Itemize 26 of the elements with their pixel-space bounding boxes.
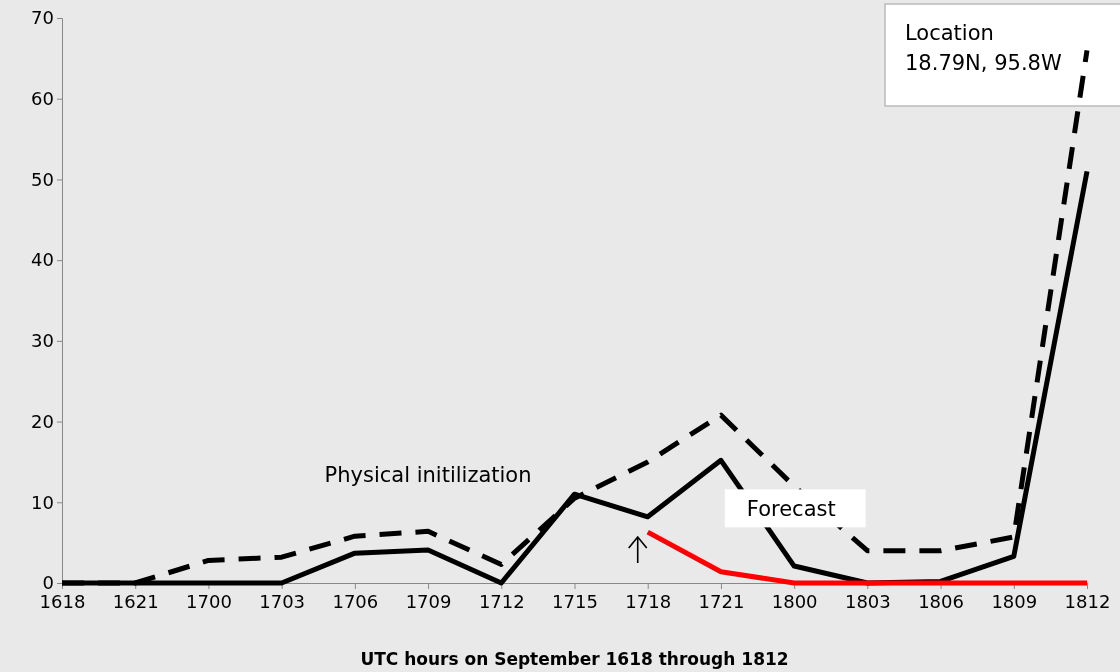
y-tick-label: 50 — [31, 168, 54, 190]
annotation: Physical initilization — [324, 463, 532, 488]
x-tick-label: 1803 — [844, 590, 891, 612]
x-tick-label: 1809 — [991, 590, 1038, 612]
y-tick-label: 30 — [31, 330, 54, 352]
x-tick-label: 1700 — [186, 590, 232, 612]
x-tick-label: 1706 — [332, 590, 379, 612]
x-axis-title: UTC hours on September 1618 through 1812 — [360, 649, 789, 669]
x-tick-label: 1806 — [918, 590, 964, 612]
y-tick-label: 60 — [31, 87, 54, 109]
annotation: Location 18.79N, 95.8W — [905, 21, 1062, 75]
x-tick-label: 1718 — [625, 590, 672, 612]
x-tick-label: 1721 — [698, 590, 745, 612]
x-tick-label: 1812 — [1064, 590, 1111, 612]
x-tick-label: 1709 — [405, 590, 452, 612]
y-tick-label: 20 — [31, 410, 54, 432]
x-tick-label: 1703 — [259, 590, 306, 612]
x-tick-label: 1715 — [552, 590, 598, 612]
y-tick-label: 70 — [31, 7, 54, 29]
text-box: Location 18.79N, 95.8W — [884, 3, 1120, 107]
x-tick-label: 1712 — [478, 590, 525, 612]
y-tick-label: 40 — [31, 249, 54, 271]
x-tick-label: 1621 — [112, 590, 159, 612]
y-tick-label: 10 — [31, 491, 54, 513]
annotation: Forecast — [746, 497, 836, 522]
x-tick-label: 1800 — [771, 590, 818, 612]
